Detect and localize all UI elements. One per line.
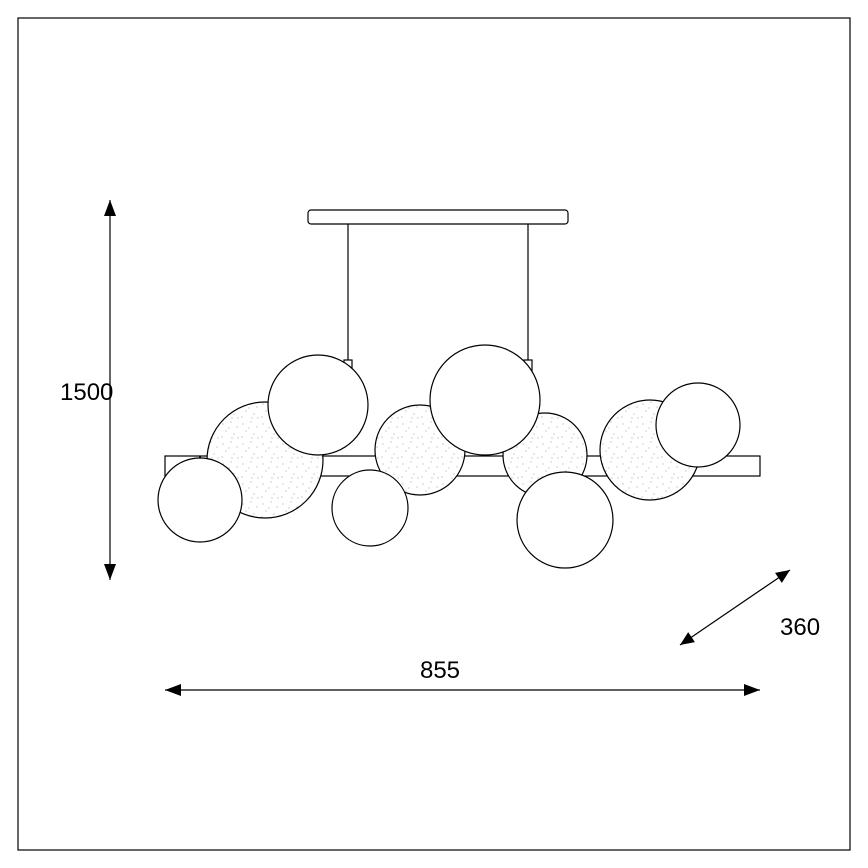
technical-drawing-svg: 1500 855 360 bbox=[0, 0, 868, 868]
dimension-height-label: 1500 bbox=[60, 379, 113, 406]
diagram-canvas: 1500 855 360 bbox=[0, 0, 868, 868]
dimension-depth-label: 360 bbox=[780, 614, 820, 641]
dimension-width-label: 855 bbox=[420, 657, 460, 684]
pendant-fixture bbox=[158, 210, 760, 568]
